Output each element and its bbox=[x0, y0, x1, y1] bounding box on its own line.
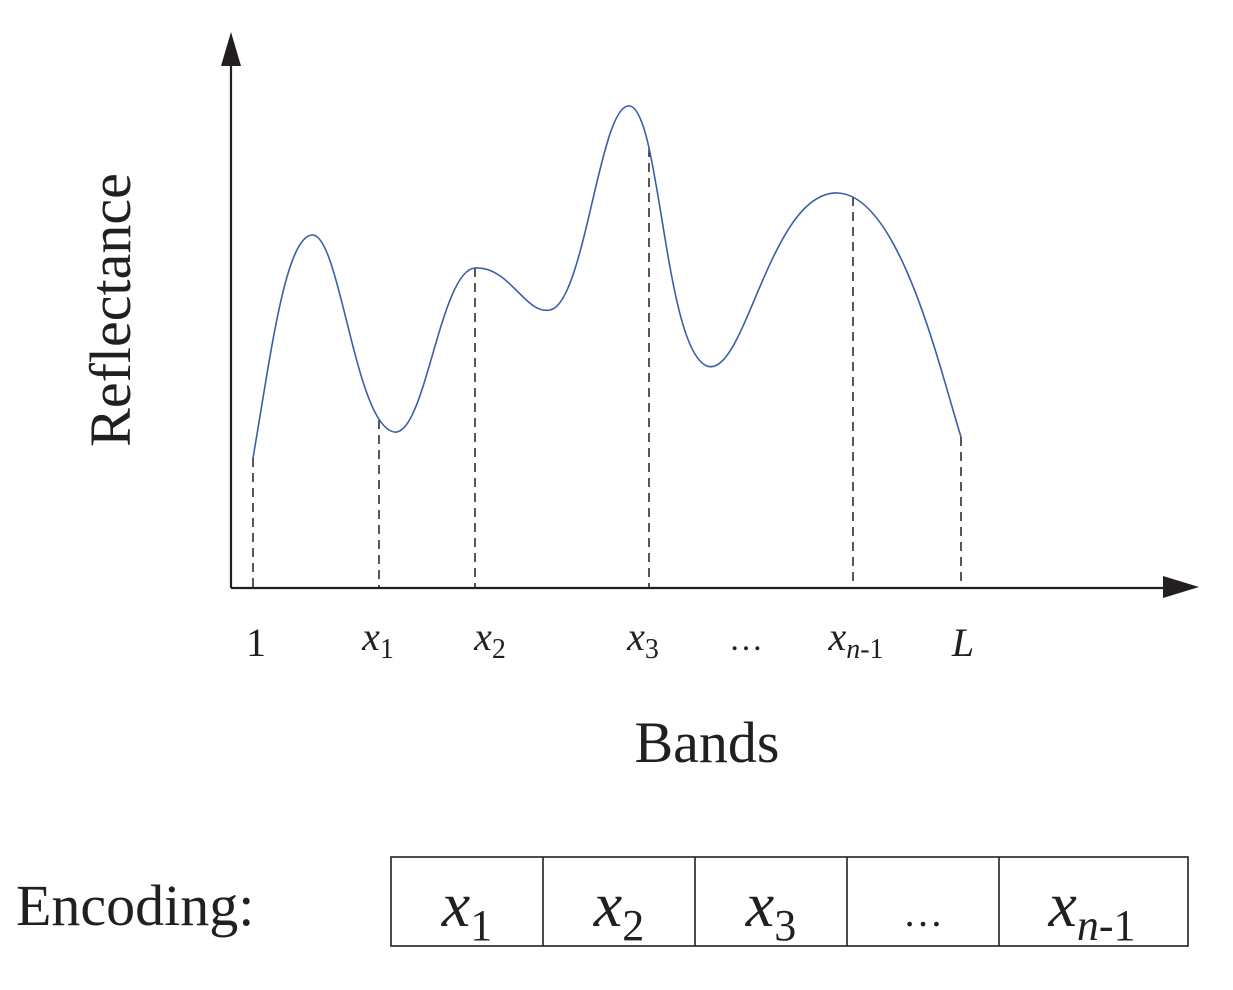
x-axis-arrowhead bbox=[1163, 576, 1199, 598]
encoding-cell-x3: x3 bbox=[745, 869, 796, 950]
y-axis-label: Reflectance bbox=[78, 173, 143, 447]
encoding-label: Encoding: bbox=[16, 873, 254, 938]
tick-label-ellipsis: … bbox=[729, 621, 763, 658]
tick-label-L: L bbox=[951, 620, 974, 665]
encoding-cell-ellipsis: … bbox=[903, 890, 943, 935]
tick-label-x1: x1 bbox=[361, 614, 394, 665]
band-dashed-lines bbox=[252, 148, 962, 588]
encoding-cell-x1: x1 bbox=[441, 869, 492, 950]
encoding-table: x1 x2 x3 … xn-1 bbox=[390, 856, 1189, 950]
encoding-cell-x2: x2 bbox=[593, 869, 644, 950]
y-axis-arrowhead bbox=[221, 32, 241, 66]
encoding-table-border bbox=[390, 856, 1189, 947]
reflectance-curve bbox=[252, 105, 962, 459]
x-axis-label: Bands bbox=[635, 710, 780, 775]
tick-label-x3: x3 bbox=[626, 614, 659, 665]
encoding-cell-xn-1: xn-1 bbox=[1047, 869, 1135, 950]
tick-label-xn-1: xn-1 bbox=[827, 614, 883, 665]
tick-label-x2: x2 bbox=[473, 614, 506, 665]
tick-label-1: 1 bbox=[246, 620, 266, 665]
x-axis-tick-labels: 1 x1 x2 x3 … xn-1 L bbox=[246, 614, 974, 665]
